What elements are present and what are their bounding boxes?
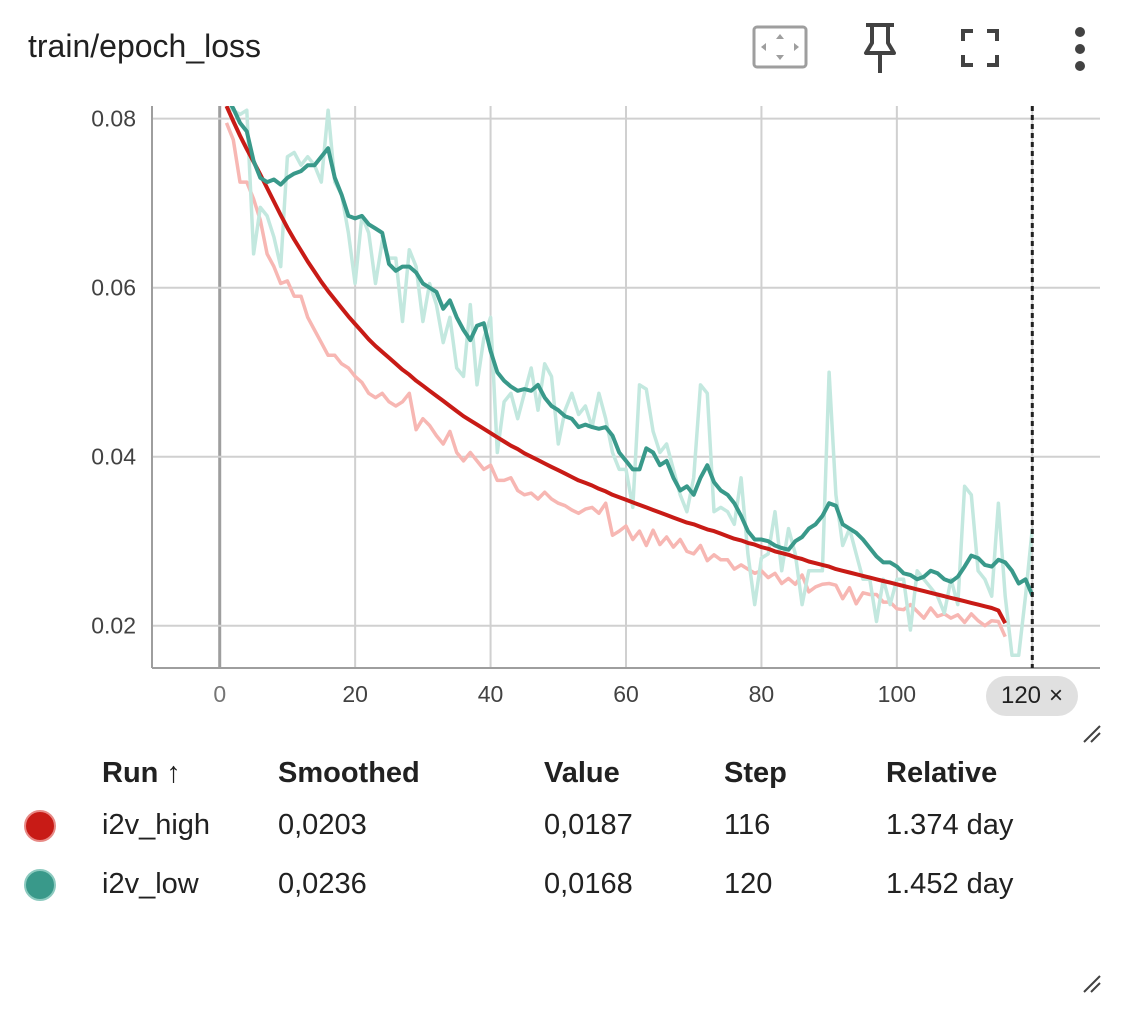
close-icon[interactable]: × <box>1049 682 1064 709</box>
run-color-dot[interactable] <box>24 869 56 902</box>
relative-column-header[interactable]: Relative <box>886 756 998 789</box>
fullscreen-icon <box>961 29 999 67</box>
x-tick-label: 0 <box>213 681 226 707</box>
smoothed-value: 0,0203 <box>278 809 367 841</box>
run-name: i2v_low <box>102 868 199 900</box>
x-tick-label: 60 <box>613 681 639 707</box>
y-tick-label: 0.06 <box>91 275 136 301</box>
y-tick-label: 0.04 <box>91 444 136 470</box>
y-tick-label: 0.08 <box>91 106 136 132</box>
step-value: 116 <box>724 809 771 841</box>
series-raw-line-i2v_high <box>224 122 1007 638</box>
run-name: i2v_high <box>102 809 211 841</box>
step-chip-value: 120 <box>1000 682 1042 709</box>
more-vert-icon <box>1075 27 1085 71</box>
fit-domain-button[interactable] <box>752 22 808 74</box>
table-row: i2v_low 0,0236 0,0168 120 1.452 day <box>24 855 1013 914</box>
series-smoothed-line-i2v_high <box>224 106 1007 625</box>
fit-domain-icon <box>752 25 808 69</box>
x-tick-label: 80 <box>749 681 775 707</box>
value-column-header[interactable]: Value <box>544 756 620 789</box>
step-value: 120 <box>724 868 773 900</box>
y-tick-label: 0.02 <box>91 613 136 639</box>
more-options-button[interactable] <box>1052 22 1108 74</box>
x-tick-label: 20 <box>342 681 368 707</box>
run-color-dot[interactable] <box>24 810 56 843</box>
step-column-header[interactable]: Step <box>724 756 787 789</box>
series-smoothed-line-i2v_low <box>229 106 1035 597</box>
relative-value: 1.452 day <box>886 868 1014 900</box>
x-tick-label: 40 <box>478 681 504 707</box>
raw-value: 0,0187 <box>544 809 633 841</box>
smoothed-value: 0,0236 <box>278 868 367 900</box>
run-column-header[interactable]: Run ↑ <box>102 756 181 789</box>
pin-icon <box>864 23 896 73</box>
loss-chart[interactable]: 0 20 40 60 80 100 0.02 0.04 0.06 0.08 <box>0 0 1122 740</box>
run-color-cell <box>24 796 102 855</box>
step-chip[interactable]: 120 × <box>986 676 1078 716</box>
raw-value: 0,0168 <box>544 868 633 900</box>
fullscreen-button[interactable] <box>952 22 1008 74</box>
resize-handle-icon[interactable] <box>1080 722 1104 746</box>
table-header-row: Run ↑ Smoothed Value Step Relative <box>24 750 1013 796</box>
table-row: i2v_high 0,0203 0,0187 116 1.374 day <box>24 796 1013 855</box>
resize-handle-icon[interactable] <box>1080 972 1104 996</box>
chart-title: train/epoch_loss <box>28 28 262 64</box>
series-raw-line-i2v_low <box>225 106 1035 658</box>
runs-table: Run ↑ Smoothed Value Step Relative i2v_h… <box>24 750 1013 914</box>
run-color-cell <box>24 855 102 914</box>
relative-value: 1.374 day <box>886 809 1014 841</box>
x-tick-label: 100 <box>878 681 916 707</box>
pin-button[interactable] <box>852 22 908 74</box>
smoothed-column-header[interactable]: Smoothed <box>278 756 420 789</box>
color-header <box>24 750 102 796</box>
